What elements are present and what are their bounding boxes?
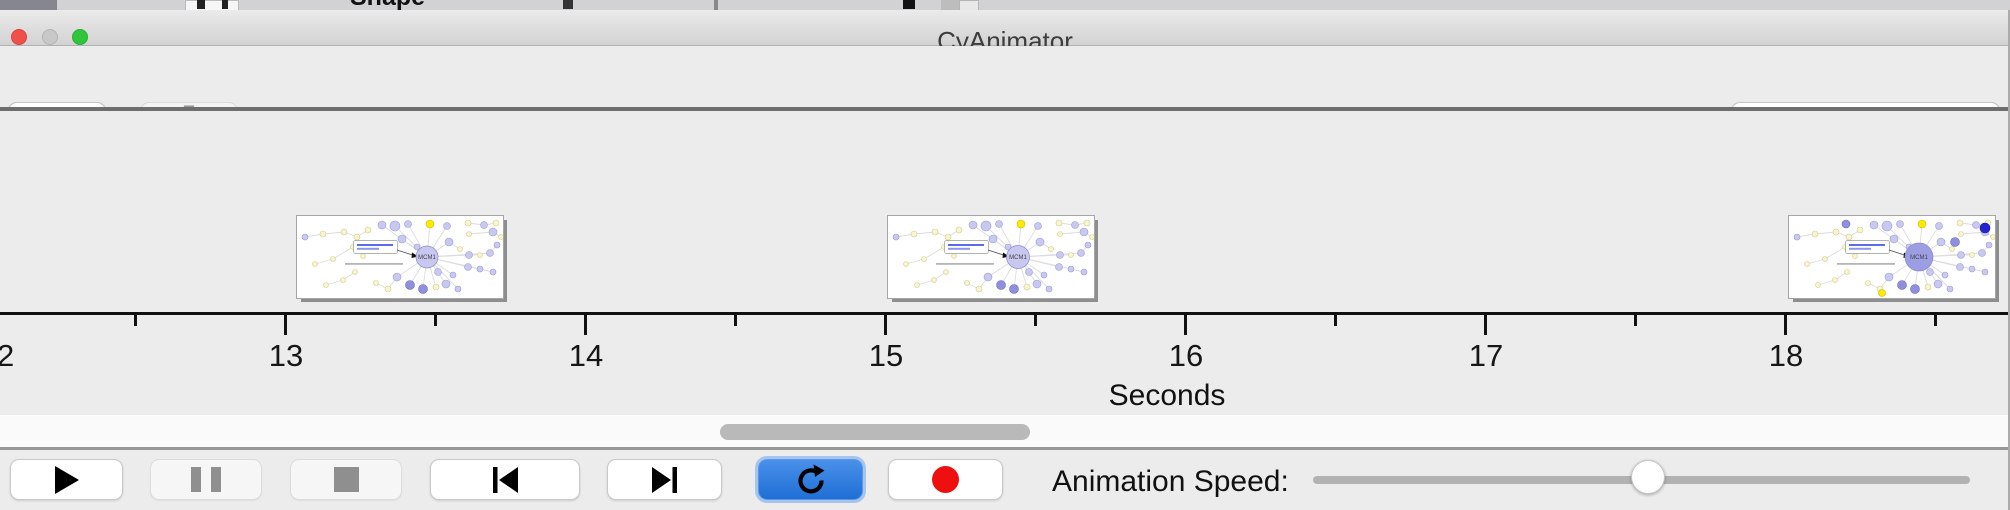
timeline-axis [0, 312, 2010, 315]
timeline-major-tick [1484, 315, 1487, 335]
timeline-major-tick [884, 315, 887, 335]
scrollbar-thumb[interactable] [720, 424, 1030, 440]
background-window-fragment [197, 0, 205, 9]
minimize-button[interactable] [42, 29, 58, 45]
background-window-partial-text: Shape [350, 0, 425, 10]
title-bar: CyAnimator [0, 10, 2010, 56]
background-window-fragment [959, 0, 979, 10]
svg-text:MCM1: MCM1 [418, 255, 436, 261]
stop-button[interactable] [290, 459, 402, 500]
loop-icon [795, 464, 827, 496]
timeline-minor-tick [1034, 315, 1037, 326]
tick-label: 13 [268, 338, 304, 373]
skip-end-button[interactable] [607, 459, 722, 500]
playback-toolbar: Animation Speed: [0, 450, 2010, 510]
zoom-button[interactable] [72, 29, 88, 45]
background-window-sliver: Shape [0, 0, 2010, 10]
stop-icon [333, 467, 359, 492]
tick-label-partial: 2 [0, 338, 15, 373]
frame-toolbar: + Clear All Frames [0, 46, 2010, 141]
tick-label: 14 [568, 338, 604, 373]
toolbar-divider [0, 107, 2010, 111]
skip-to-start-icon [492, 466, 519, 494]
tick-label: 16 [1168, 338, 1204, 373]
pause-button[interactable] [150, 459, 262, 500]
timeline-minor-tick [734, 315, 737, 326]
timeline-minor-tick [134, 315, 137, 326]
background-window-fragment [714, 0, 718, 10]
timeline-scrollbar[interactable] [0, 415, 2010, 448]
animation-speed-slider-thumb[interactable] [1631, 460, 1665, 494]
timeline-minor-tick [1934, 315, 1937, 326]
background-window-fragment [0, 0, 57, 10]
timeline-frame-thumbnail[interactable]: MCM1 [887, 215, 1095, 299]
axis-title: Seconds [1108, 379, 1226, 412]
record-button[interactable] [888, 459, 1003, 500]
background-window-fragment [222, 0, 228, 9]
skip-start-button[interactable] [430, 459, 580, 500]
timeline-frame-thumbnail[interactable]: MCM1 [1788, 215, 1996, 299]
timeline-minor-tick [1334, 315, 1337, 326]
window-right-edge [2008, 10, 2010, 510]
pause-icon [186, 467, 226, 492]
skip-to-end-icon [651, 466, 678, 494]
animation-speed-label: Animation Speed: [1052, 465, 1289, 498]
play-icon [54, 465, 80, 495]
timeline-minor-tick [434, 315, 437, 326]
tick-label: 15 [868, 338, 904, 373]
timeline-major-tick [284, 315, 287, 335]
timeline-panel[interactable]: MCM1 MCM1 MCM1 13 14 15 16 17 18 2 Seconds [0, 111, 2010, 415]
timeline-major-tick [1184, 315, 1187, 335]
svg-text:MCM1: MCM1 [1910, 255, 1928, 261]
record-icon [932, 466, 959, 493]
svg-text:MCM1: MCM1 [1009, 255, 1027, 261]
play-button[interactable] [10, 459, 123, 500]
background-window-fragment [941, 0, 959, 10]
timeline-frame-thumbnail[interactable]: MCM1 [296, 215, 504, 299]
timeline-major-tick [1784, 315, 1787, 335]
background-window-fragment [903, 0, 915, 9]
timeline-major-tick [584, 315, 587, 335]
scrollbar-divider [0, 447, 2010, 450]
tick-label: 17 [1468, 338, 1504, 373]
background-window-fragment [185, 0, 239, 10]
loop-button[interactable] [758, 459, 863, 500]
tick-label: 18 [1768, 338, 1804, 373]
background-window-fragment [563, 0, 573, 9]
close-button[interactable] [11, 29, 27, 45]
timeline-minor-tick [1634, 315, 1637, 326]
